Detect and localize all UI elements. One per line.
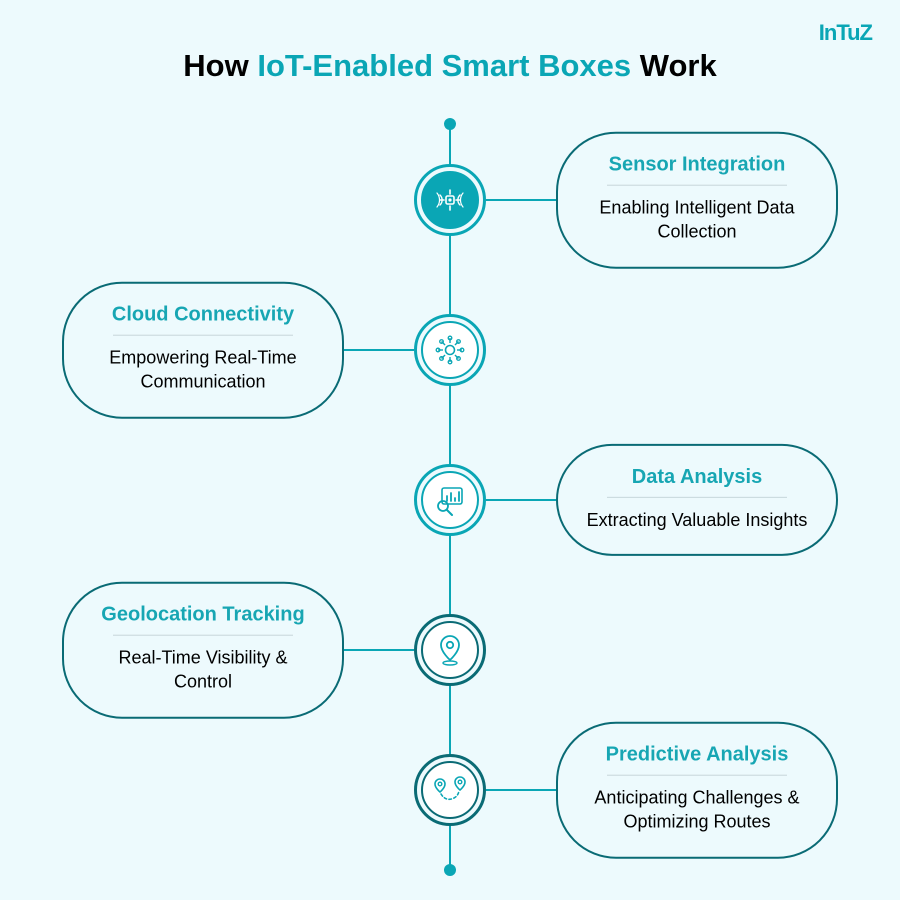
info-card: Sensor Integration Enabling Intelligent D… <box>556 132 838 269</box>
info-card: Predictive Analysis Anticipating Challeng… <box>556 722 838 859</box>
page-title: How IoT-Enabled Smart Boxes Work <box>0 48 900 84</box>
timeline-node-inner <box>421 471 479 529</box>
connector-line <box>344 649 414 651</box>
card-divider <box>607 775 786 776</box>
spine-dot-bottom <box>444 864 456 876</box>
card-divider <box>607 497 786 498</box>
connector-line <box>344 349 414 351</box>
info-card: Geolocation Tracking Real-Time Visibility… <box>62 582 344 719</box>
card-divider <box>113 635 292 636</box>
connector-line <box>486 199 556 201</box>
card-description: Real-Time Visibility & Control <box>88 646 318 695</box>
card-divider <box>113 335 292 336</box>
timeline-node-inner <box>421 321 479 379</box>
title-prefix: How <box>183 48 257 83</box>
connector-line <box>486 499 556 501</box>
info-card: Cloud Connectivity Empowering Real-Time C… <box>62 282 344 419</box>
route-icon <box>432 775 468 805</box>
timeline-node <box>414 754 486 826</box>
card-description: Extracting Valuable Insights <box>582 508 812 532</box>
title-suffix: Work <box>631 48 717 83</box>
title-highlight: IoT-Enabled Smart Boxes <box>257 48 631 83</box>
spine-dot-top <box>444 118 456 130</box>
timeline-node <box>414 164 486 236</box>
card-description: Empowering Real-Time Communication <box>88 346 318 395</box>
info-card: Data Analysis Extracting Valuable Insight… <box>556 444 838 556</box>
network-icon <box>433 333 467 367</box>
sensor-icon <box>434 184 466 216</box>
location-icon <box>435 633 465 667</box>
card-title: Predictive Analysis <box>582 744 812 767</box>
card-title: Geolocation Tracking <box>88 604 318 627</box>
card-title: Sensor Integration <box>582 154 812 177</box>
card-divider <box>607 185 786 186</box>
timeline-node-inner <box>421 171 479 229</box>
card-description: Anticipating Challenges & Optimizing Rou… <box>582 786 812 835</box>
analysis-icon <box>434 484 466 516</box>
card-description: Enabling Intelligent Data Collection <box>582 196 812 245</box>
card-title: Data Analysis <box>582 466 812 489</box>
timeline-node <box>414 464 486 536</box>
timeline-node-inner <box>421 621 479 679</box>
connector-line <box>486 789 556 791</box>
timeline-node <box>414 314 486 386</box>
card-title: Cloud Connectivity <box>88 304 318 327</box>
logo-text: InTuZ <box>819 20 872 45</box>
brand-logo: InTuZ <box>819 20 872 46</box>
timeline-node <box>414 614 486 686</box>
timeline-node-inner <box>421 761 479 819</box>
